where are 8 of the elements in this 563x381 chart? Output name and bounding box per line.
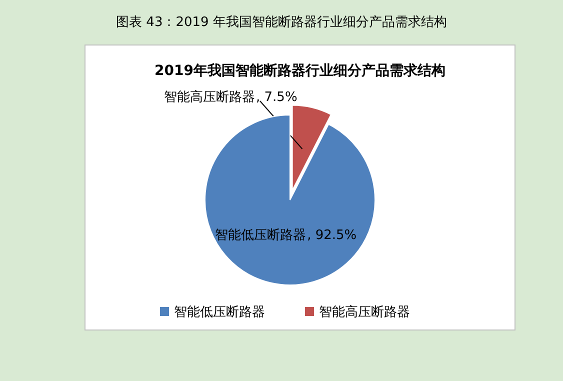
legend-label: 智能低压断路器 [174, 305, 265, 320]
legend-label: 智能高压断路器 [319, 304, 410, 320]
data-label: , 7.5% [256, 90, 298, 105]
chart-subtitle: 2019年我国智能断路器行业细分产品需求结构 [154, 62, 446, 79]
slice-label: 智能低压断路器 [215, 228, 306, 244]
chart-title: 图表 43：2019 年我国智能断路器行业细分产品需求结构 [116, 15, 447, 30]
slice-label: 智能高压断路器 [164, 89, 255, 105]
data-label: , 92.5% [307, 228, 357, 244]
